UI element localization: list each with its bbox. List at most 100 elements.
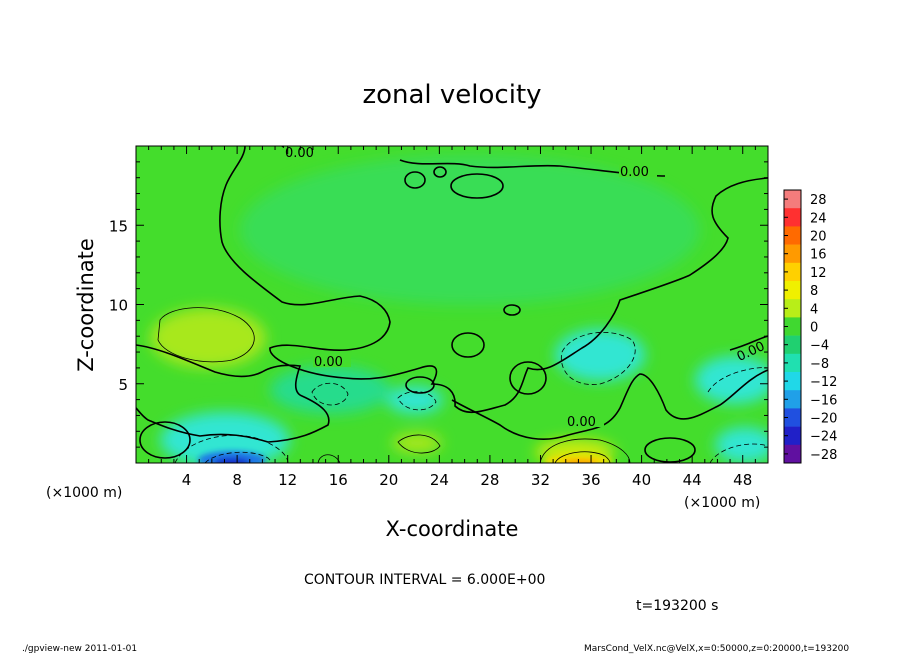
zero-contour-island-8	[139, 421, 191, 459]
contour-interval: CONTOUR INTERVAL = 6.000E+00	[304, 572, 545, 588]
x-tick-labels: 4 8 12 16 20 24 28 32 36 40 44 48	[182, 471, 752, 489]
colorbar-label: 28	[810, 193, 827, 208]
colorbar-label: −20	[810, 412, 837, 427]
zero-contour-island-5	[404, 171, 426, 189]
zero-contour-island-3	[451, 332, 485, 358]
negative-contour-center-left	[311, 382, 349, 406]
colorbar-swatch	[784, 208, 801, 227]
contour-label-1: 0.00	[285, 146, 314, 161]
footer-left: ./gpview-new 2011-01-01	[22, 644, 137, 654]
contour-label-bg-4	[566, 414, 604, 427]
colorbar-swatch	[784, 444, 801, 464]
zero-contour-island-4	[450, 173, 504, 199]
zero-contour-island-7	[503, 304, 521, 316]
field-region-positive-bottom	[392, 433, 442, 453]
time-label: t=193200 s	[636, 598, 718, 614]
contour-label-bg-3	[313, 354, 351, 367]
x-unit-left: (×1000 m)	[46, 485, 122, 501]
positive-contour-bottom-right-outer	[539, 438, 631, 463]
zero-contour-upper	[219, 146, 768, 414]
y-tick-labels: 5 10 15	[109, 217, 128, 394]
y-tick-label: 10	[109, 297, 128, 315]
colorbar: 28 24 20 16 12 8 4 0 −4 −8 −12 −16 −20 −24 −28	[783, 189, 837, 464]
contour-label-4: 0.00	[567, 415, 596, 430]
colorbar-swatch	[784, 372, 801, 391]
colorbar-swatch	[784, 335, 801, 355]
field-region-positive-left	[150, 308, 266, 368]
colorbar-swatch	[784, 426, 801, 446]
colorbar-label: −16	[810, 393, 837, 408]
x-tick-label: 48	[733, 471, 752, 489]
positive-contour-bottom-center	[397, 434, 441, 454]
y-tick-label: 5	[118, 376, 128, 394]
colorbar-swatch	[784, 317, 801, 336]
contour-label-2: 0.00	[620, 165, 649, 180]
field: 0.00 0.00 0.00 0.00 0.00	[136, 146, 768, 463]
colorbar-swatch	[784, 281, 801, 300]
colorbar-label: −8	[810, 357, 829, 372]
field-core-positive-inner	[562, 460, 598, 463]
x-tick-label: 32	[531, 471, 550, 489]
colorbar-label: −4	[810, 339, 829, 354]
axis-ticks	[136, 146, 768, 463]
zero-contour-island-1	[509, 361, 547, 395]
zero-contour-lower	[136, 344, 330, 443]
y-axis-title: Z-coordinate	[74, 238, 98, 372]
colorbar-label: 8	[810, 284, 818, 299]
negative-contour-bottom-left-inner	[204, 451, 273, 463]
x-tick-label: 12	[278, 471, 297, 489]
colorbar-swatch	[784, 353, 801, 373]
field-region-negative-right	[555, 329, 645, 381]
zero-contour-island-6	[433, 166, 447, 178]
colorbar-swatch	[784, 190, 801, 209]
x-tick-label: 44	[683, 471, 702, 489]
colorbar-swatch	[784, 262, 801, 282]
colorbar-label: 24	[810, 211, 827, 226]
colorbar-swatch	[784, 390, 801, 409]
zero-contour-island-2	[405, 376, 435, 394]
colorbar-label: 12	[810, 266, 827, 281]
contour-label-3: 0.00	[314, 355, 343, 370]
x-tick-label: 8	[232, 471, 242, 489]
x-tick-label: 40	[632, 471, 651, 489]
colorbar-label: 16	[810, 248, 827, 263]
negative-contour-bottom-left-outer	[174, 434, 289, 463]
footer-right: MarsCond_VelX.nc@VelX,x=0:50000,z=0:2000…	[584, 644, 849, 654]
negative-contour-bottom-right-corner	[709, 443, 768, 463]
field-region-negative-corner	[715, 427, 768, 463]
y-tick-label: 15	[109, 217, 128, 235]
contour-label-bg-2	[619, 164, 657, 177]
colorbar-label: −28	[810, 448, 837, 463]
negative-contour-center	[397, 391, 437, 411]
field-region-negative-bottom-left	[160, 412, 290, 463]
x-axis-title: X-coordinate	[386, 517, 519, 541]
x-tick-label: 24	[430, 471, 449, 489]
x-tick-label: 20	[379, 471, 398, 489]
positive-contour-bottom-right-inner	[554, 451, 611, 463]
colorbar-label: −12	[810, 375, 837, 390]
negative-contour-right	[560, 332, 636, 385]
x-tick-label: 16	[329, 471, 348, 489]
x-tick-label: 36	[581, 471, 600, 489]
x-unit-right: (×1000 m)	[684, 495, 760, 511]
colorbar-swatch	[784, 244, 801, 264]
colorbar-swatch	[784, 226, 801, 245]
colorbar-label: 0	[810, 321, 818, 336]
colorbar-label: 20	[810, 230, 827, 245]
positive-contour-left	[157, 307, 255, 363]
field-core-positive-outer	[544, 454, 612, 463]
field-region-negative-center	[270, 366, 390, 414]
chart-title: zonal velocity	[362, 80, 541, 110]
zero-contour-bottom	[451, 369, 768, 440]
zero-contour-island-9	[644, 437, 696, 463]
negative-contours	[174, 332, 768, 463]
field-core-negative-inner	[214, 458, 250, 463]
colorbar-label: 4	[810, 302, 818, 317]
colorbar-label: −24	[810, 430, 837, 445]
colorbar-swatch	[784, 408, 801, 427]
x-tick-label: 4	[182, 471, 192, 489]
colorbar-swatch	[784, 299, 801, 318]
x-tick-label: 28	[480, 471, 499, 489]
field-region-upper-weak-negative	[240, 155, 700, 305]
